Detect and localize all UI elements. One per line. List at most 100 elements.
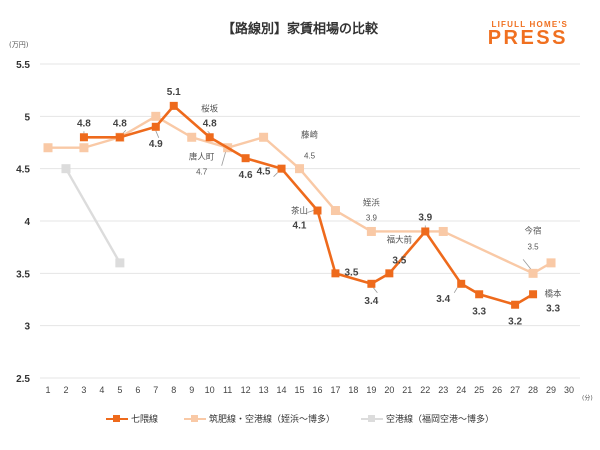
leader-line bbox=[221, 151, 227, 166]
data-point bbox=[61, 164, 71, 174]
logo-top-text: LIFULL HOME'S bbox=[491, 20, 568, 29]
x-tick-label: 5 bbox=[117, 385, 122, 395]
data-point bbox=[367, 279, 376, 288]
chart-title: 【路線別】家賃相場の比較 bbox=[221, 22, 378, 37]
y-tick-label: 3 bbox=[24, 322, 30, 333]
leader-line bbox=[207, 130, 210, 134]
x-tick-label: 3 bbox=[81, 385, 86, 395]
data-point bbox=[421, 227, 430, 236]
data-point bbox=[241, 154, 250, 163]
data-label: 3.9 bbox=[366, 213, 378, 222]
y-tick-label: 5.5 bbox=[16, 60, 30, 71]
data-point bbox=[151, 111, 161, 121]
x-tick-label: 9 bbox=[189, 385, 194, 395]
data-point bbox=[79, 143, 89, 153]
x-tick-label: 10 bbox=[205, 385, 215, 395]
data-point bbox=[295, 164, 305, 174]
x-tick-label: 22 bbox=[420, 385, 430, 395]
data-point bbox=[169, 101, 178, 110]
series-group bbox=[43, 101, 556, 309]
data-label: 唐人町 bbox=[189, 152, 215, 162]
legend-item-kuko[interactable]: 空港線（福岡空港〜博多） bbox=[361, 412, 494, 425]
data-point bbox=[115, 258, 125, 268]
y-axis-unit: (万円) bbox=[9, 41, 29, 49]
legend-label: 筑肥線・空港線（姪浜〜博多） bbox=[208, 415, 335, 425]
logo-bottom-text: PRESS bbox=[487, 27, 568, 49]
x-tick-label: 19 bbox=[366, 385, 376, 395]
x-tick-labels: 1 2 3 4 5 6 7 8 9 10 11 12 13 14 15 16 17 18 19 20 21 22 23 24 2… bbox=[45, 385, 574, 395]
x-tick-label: 14 bbox=[277, 385, 287, 395]
x-tick-label: 7 bbox=[153, 385, 158, 395]
data-point bbox=[546, 258, 556, 268]
brand-logo: LIFULL HOME'S PRESS bbox=[488, 20, 568, 48]
data-label: 4.6 bbox=[239, 170, 253, 181]
data-label: 3.5 bbox=[344, 267, 358, 278]
data-label: 橋本 bbox=[545, 288, 563, 298]
data-label: 5.1 bbox=[167, 87, 181, 98]
x-tick-label: 30 bbox=[564, 385, 574, 395]
grid-lines bbox=[40, 63, 580, 379]
x-tick-label: 4 bbox=[99, 385, 104, 395]
legend-label: 空港線（福岡空港〜博多） bbox=[386, 415, 495, 425]
x-tick-label: 27 bbox=[510, 385, 520, 395]
data-label: 桜坂 bbox=[201, 103, 219, 113]
leader-line bbox=[453, 287, 458, 294]
data-point bbox=[259, 132, 269, 142]
data-label: 3.5 bbox=[528, 242, 540, 251]
data-label: 4.9 bbox=[149, 139, 163, 150]
legend-swatch-icon bbox=[105, 414, 128, 424]
x-tick-label: 6 bbox=[135, 385, 140, 395]
x-tick-label: 2 bbox=[63, 385, 68, 395]
y-tick-labels: 2.5 3 3.5 4 4.5 5 5.5 bbox=[16, 60, 30, 385]
leader-line bbox=[273, 172, 278, 177]
y-tick-label: 4 bbox=[24, 217, 30, 228]
x-tick-label: 17 bbox=[330, 385, 340, 395]
legend-swatch-icon bbox=[183, 414, 206, 424]
data-point bbox=[79, 133, 88, 142]
data-label: 3.2 bbox=[508, 317, 522, 328]
x-tick-label: 8 bbox=[171, 385, 176, 395]
data-point bbox=[457, 279, 466, 288]
data-label: 4.8 bbox=[113, 118, 127, 129]
x-tick-label: 20 bbox=[384, 385, 394, 395]
data-point bbox=[205, 133, 214, 142]
y-tick-label: 3.5 bbox=[16, 269, 30, 280]
data-label: 3.9 bbox=[418, 212, 432, 223]
x-tick-label: 18 bbox=[348, 385, 358, 395]
data-label: 3.3 bbox=[546, 303, 560, 314]
data-label: 4.1 bbox=[293, 221, 307, 232]
annotations: 4.8 4.8 4.9 5.1 桜坂 4.8 唐人町 4.7 4.6 4.5 藤崎 4.5 茶山 4.1 3… bbox=[77, 87, 562, 328]
legend-item-chikuhi[interactable]: 筑肥線・空港線（姪浜〜博多） bbox=[183, 412, 335, 425]
data-point bbox=[438, 226, 448, 236]
x-tick-label: 25 bbox=[474, 385, 484, 395]
y-tick-label: 4.5 bbox=[16, 165, 30, 176]
x-tick-label: 28 bbox=[528, 385, 538, 395]
leader-line bbox=[522, 259, 532, 270]
data-point bbox=[151, 122, 160, 131]
series-line bbox=[64, 168, 121, 264]
data-label: 3.4 bbox=[436, 294, 450, 305]
leader-line bbox=[373, 287, 378, 294]
legend: 七隈線 筑肥線・空港線（姪浜〜博多） 空港線（福岡空港〜博多） bbox=[0, 412, 600, 425]
series-2 bbox=[61, 164, 125, 268]
data-label: 今宿 bbox=[525, 225, 542, 235]
data-label: 3.5 bbox=[392, 255, 406, 266]
data-point bbox=[313, 206, 322, 215]
data-point bbox=[528, 268, 538, 278]
x-tick-label: 26 bbox=[492, 385, 502, 395]
x-tick-label: 23 bbox=[438, 385, 448, 395]
legend-item-nanakuma[interactable]: 七隈線 bbox=[105, 412, 158, 425]
data-point bbox=[330, 206, 340, 216]
data-label: 福大前 bbox=[387, 234, 413, 244]
data-label: 姪浜 bbox=[363, 197, 381, 207]
data-label: 3.4 bbox=[364, 296, 378, 307]
data-label: 4.8 bbox=[203, 118, 217, 129]
leader-line bbox=[307, 210, 314, 213]
data-point bbox=[187, 132, 197, 142]
legend-swatch-icon bbox=[361, 414, 383, 424]
x-tick-label: 16 bbox=[312, 385, 322, 395]
data-point bbox=[529, 290, 538, 299]
data-label: 4.7 bbox=[196, 168, 208, 177]
data-point bbox=[43, 143, 53, 153]
